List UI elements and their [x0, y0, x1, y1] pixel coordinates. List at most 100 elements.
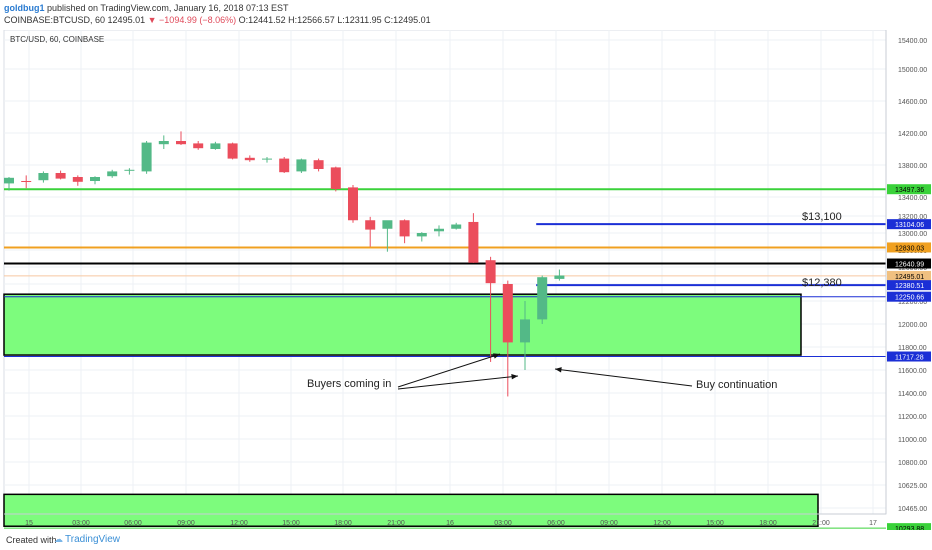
y-tick-label: 11000.00 [898, 437, 927, 444]
price-tag-label: 12380.51 [895, 283, 924, 290]
arrow-head [555, 367, 562, 373]
price-tag-label: 12495.01 [895, 274, 924, 281]
y-tick-label: 10625.00 [898, 483, 927, 490]
y-tick-label: 10465.00 [898, 506, 927, 513]
x-tick-label: 12:00 [230, 520, 248, 527]
y-tick-label: 13200.00 [898, 214, 927, 221]
price-change: −1094.99 (−8.06%) [159, 15, 237, 25]
x-tick-label: 12:00 [653, 520, 671, 527]
candle-body [4, 177, 14, 184]
candle-body [330, 167, 341, 189]
candle-body [416, 233, 427, 237]
x-tick-label: 09:00 [600, 520, 618, 527]
y-tick-label: 13400.00 [898, 195, 927, 202]
candle-body [313, 160, 324, 169]
candle-body [55, 173, 66, 179]
last-price: 12495.01 [107, 15, 146, 25]
x-tick-label: 17 [869, 520, 877, 527]
price-tag-bg [887, 291, 931, 302]
y-tick-label: 14600.00 [898, 99, 927, 106]
x-tick-label: 18:00 [334, 520, 352, 527]
candle-body [21, 181, 32, 182]
price-tag-bg [887, 184, 931, 195]
price-tag-bg [887, 270, 931, 281]
plot-area [3, 30, 887, 515]
candle-body [90, 177, 100, 181]
candle-body [348, 187, 358, 221]
arrow-line [397, 353, 501, 388]
price-tag-bg [887, 523, 931, 530]
annotation-label: $12,380 [802, 277, 842, 289]
price-tag-label: 12640.99 [895, 262, 924, 269]
author-link[interactable]: goldbug1 [4, 3, 45, 13]
candle-body [193, 143, 204, 149]
created-with-text: Created with [6, 535, 57, 545]
candle-body [141, 142, 152, 172]
candle-body [72, 177, 83, 182]
price-tag-label: 13104.06 [895, 222, 924, 229]
price-tag-bg [887, 258, 931, 269]
annotation-label: $13,100 [802, 211, 842, 223]
x-tick-label: 15:00 [706, 520, 724, 527]
candle-body [365, 220, 376, 230]
candle-body [244, 157, 255, 161]
candle-body [382, 220, 393, 229]
candle-body [554, 275, 565, 279]
chart-title: BTC/USD, 60, COINBASE [10, 35, 104, 44]
y-tick-label: 11400.00 [898, 391, 927, 398]
y-tick-label: 10800.00 [898, 460, 927, 467]
candle-body [262, 158, 272, 160]
candle-body [107, 171, 118, 177]
triangle-down-icon: ▼ [147, 15, 157, 25]
price-tag-bg [887, 242, 931, 253]
y-tick-label: 11600.00 [898, 368, 927, 375]
ohlc-values: O:12441.52 H:12566.57 L:12311.95 C:12495… [238, 15, 431, 25]
y-tick-label: 15000.00 [898, 67, 927, 74]
candle-body [296, 159, 307, 172]
candle-body [279, 158, 290, 173]
candle-body [38, 173, 49, 181]
candle-body [468, 221, 479, 263]
y-tick-label: 13000.00 [898, 231, 927, 238]
x-tick-label: 15:00 [282, 520, 300, 527]
arrow-head [511, 373, 518, 380]
x-tick-label: 09:00 [177, 520, 195, 527]
candle-body [158, 141, 169, 145]
chart-footer: Created with ☁ TradingView [0, 530, 932, 550]
symbol-line: COINBASE:BTCUSD, 60 12495.01 ▼ −1094.99 … [4, 15, 431, 25]
candle-body [210, 143, 221, 149]
arrow-line [554, 368, 693, 387]
candle-body [434, 228, 444, 232]
y-tick-label: 12000.00 [898, 322, 927, 329]
candle-body [502, 284, 513, 343]
x-tick-label: 18:00 [759, 520, 777, 527]
x-tick-label: 03:00 [494, 520, 512, 527]
candle-body [451, 224, 462, 229]
candle-body [485, 260, 496, 284]
price-chart[interactable]: BTC/USD, 60, COINBASE $13,100 $12,380 Buyer… [0, 30, 932, 530]
x-tick-label: 21:00 [387, 520, 405, 527]
x-tick-label: 03:00 [72, 520, 90, 527]
brand-text: TradingView [65, 534, 121, 545]
price-tag-label: 12830.03 [895, 245, 924, 252]
demand-zone [3, 293, 802, 356]
annotation-label: Buy continuation [696, 379, 777, 391]
price-tag-label: 13497.36 [895, 187, 924, 194]
price-tag-bg [887, 219, 931, 230]
price-tag-bg [887, 351, 931, 362]
y-tick-label: 14200.00 [898, 131, 927, 138]
y-tick-label: 11200.00 [898, 414, 927, 421]
arrow-head [493, 353, 500, 359]
chart-header: goldbug1 published on TradingView.com, J… [0, 0, 932, 30]
y-tick-label: 12200.00 [898, 299, 927, 306]
x-tick-label: 15 [25, 520, 33, 527]
y-tick-label: 11800.00 [898, 345, 927, 352]
price-tag-bg [887, 280, 931, 291]
y-tick-label: 13800.00 [898, 163, 927, 170]
price-tag-label: 10293.88 [895, 526, 924, 530]
candle-body [520, 319, 530, 343]
y-tick-label: 15400.00 [898, 38, 927, 45]
tradingview-logo[interactable]: ☁ TradingView [54, 534, 120, 545]
publish-line: goldbug1 published on TradingView.com, J… [4, 3, 289, 13]
x-tick-label: 06:00 [124, 520, 142, 527]
